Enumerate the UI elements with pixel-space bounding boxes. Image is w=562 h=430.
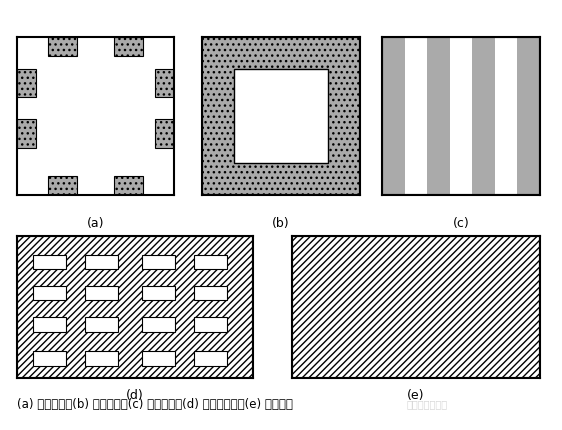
Bar [495, 37, 517, 195]
Bar [472, 37, 495, 195]
Bar [234, 69, 328, 163]
Bar [194, 286, 227, 301]
Bar [517, 37, 540, 195]
Bar [155, 69, 174, 97]
Bar [194, 351, 227, 366]
Bar [382, 37, 405, 195]
Bar [142, 351, 175, 366]
Bar [115, 37, 143, 56]
Bar [33, 255, 66, 269]
Text: (d): (d) [126, 389, 144, 402]
Bar [33, 351, 66, 366]
Bar [427, 37, 450, 195]
Text: (e): (e) [407, 389, 425, 402]
Bar [85, 317, 119, 332]
Bar [85, 351, 119, 366]
Bar [85, 286, 119, 301]
Bar [155, 119, 174, 147]
Bar [17, 119, 36, 147]
Bar [48, 37, 76, 56]
Text: 逆作法工程中心: 逆作法工程中心 [406, 399, 448, 409]
Text: (c): (c) [452, 217, 469, 230]
Bar [115, 176, 143, 195]
Bar [142, 255, 175, 269]
Bar [405, 37, 427, 195]
Text: (b): (b) [272, 217, 290, 230]
Bar [17, 69, 36, 97]
Bar [85, 255, 119, 269]
Bar [48, 176, 76, 195]
Bar [33, 317, 66, 332]
Text: (a): (a) [87, 217, 105, 230]
Text: (a) 墓式加固；(b) 裙边加固；(c) 抝条加固；(d) 格栊式加固；(e) 满堂加固: (a) 墓式加固；(b) 裙边加固；(c) 抝条加固；(d) 格栊式加固；(e)… [17, 398, 293, 411]
Bar [194, 255, 227, 269]
Bar [142, 286, 175, 301]
Bar [33, 286, 66, 301]
Bar [450, 37, 472, 195]
Bar [142, 317, 175, 332]
Bar [194, 317, 227, 332]
